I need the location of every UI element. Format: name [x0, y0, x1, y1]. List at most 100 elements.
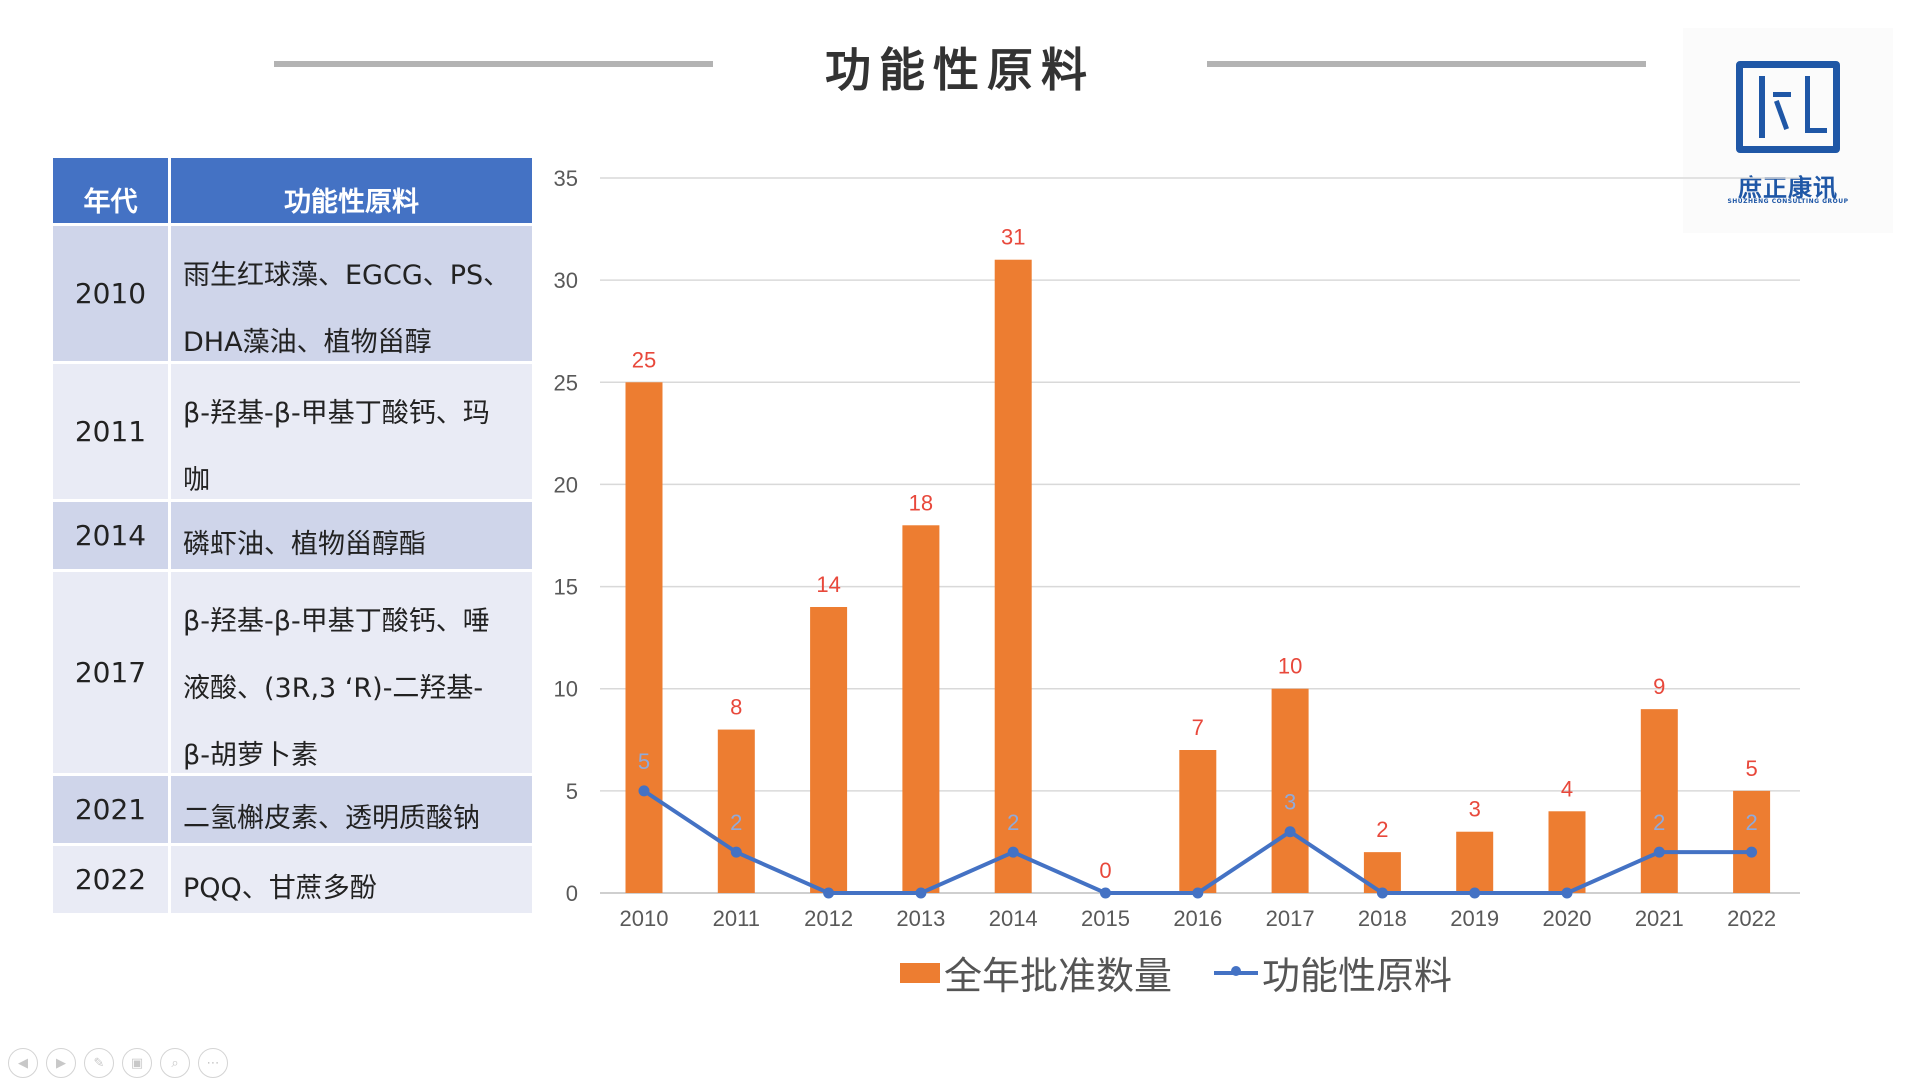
line-point [1376, 887, 1388, 899]
material-line: β-羟基-β-甲基丁酸钙、唾 [183, 606, 490, 637]
x-tick-label: 2014 [989, 906, 1038, 931]
line-point [1561, 887, 1573, 899]
row-year: 2017 [53, 572, 171, 773]
company-logo: 庶正康讯 SHUZHENG CONSULTING GROUP [1683, 28, 1893, 233]
more-icon[interactable]: ⋯ [198, 1048, 228, 1078]
table-row: 2010 雨生红球藻、EGCG、PS、 DHA藻油、植物甾醇 [53, 226, 532, 364]
material-line: 磷虾油、植物甾醇酯 [183, 529, 426, 560]
line-data-label: 2 [730, 810, 742, 835]
y-tick-label: 0 [566, 881, 578, 906]
y-tick-label: 35 [554, 166, 578, 191]
pen-icon[interactable]: ✎ [84, 1048, 114, 1078]
material-line: 液酸、(3R,3 ‘R)-二羟基- [183, 673, 484, 704]
line-data-label: 5 [638, 749, 650, 774]
row-materials: PQQ、甘蔗多酚 [171, 846, 532, 913]
material-line: 咖 [183, 465, 210, 496]
bar-data-label: 31 [1001, 225, 1025, 250]
bar [1640, 709, 1678, 893]
bar [1179, 750, 1217, 893]
x-tick-label: 2020 [1543, 906, 1592, 931]
line-point [1192, 887, 1204, 899]
table-row: 2017 β-羟基-β-甲基丁酸钙、唾 液酸、(3R,3 ‘R)-二羟基-β-胡萝卜… [53, 572, 532, 776]
slides-icon[interactable]: ▣ [122, 1048, 152, 1078]
line-data-label: 2 [1007, 810, 1019, 835]
bar [902, 525, 940, 893]
title-rule-right [1207, 61, 1646, 67]
table-row: 2022 PQQ、甘蔗多酚 [53, 846, 532, 916]
bar-data-label: 2 [1376, 817, 1388, 842]
material-line: DHA藻油、植物甾醇 [183, 327, 432, 358]
material-line: PQQ、甘蔗多酚 [183, 873, 377, 904]
bar [625, 382, 663, 893]
material-line: 雨生红球藻、EGCG、PS、 [183, 260, 511, 291]
table-row: 2021 二氢槲皮素、透明质酸钠 [53, 776, 532, 846]
logo-mark-icon [1736, 61, 1840, 153]
chart-legend: 全年批准数量 功能性原料 [900, 945, 1452, 1000]
zoom-icon[interactable]: ⌕ [160, 1048, 190, 1078]
x-tick-label: 2012 [804, 906, 853, 931]
table-row: 2011 β-羟基-β-甲基丁酸钙、玛咖 [53, 364, 532, 502]
bar [717, 729, 755, 893]
x-tick-label: 2019 [1450, 906, 1499, 931]
bar [810, 607, 848, 893]
line-data-label: 2 [1653, 810, 1665, 835]
bar-data-label: 9 [1653, 674, 1665, 699]
next-icon[interactable]: ▶ [46, 1048, 76, 1078]
materials-table: 年代 功能性原料 2010 雨生红球藻、EGCG、PS、 DHA藻油、植物甾醇 201… [53, 158, 532, 916]
line-point [730, 846, 742, 858]
y-tick-label: 20 [554, 472, 578, 497]
bar-data-label: 14 [816, 572, 840, 597]
row-year: 2011 [53, 364, 171, 499]
bar-data-label: 4 [1561, 776, 1573, 801]
bar-data-label: 10 [1278, 654, 1302, 679]
x-tick-label: 2015 [1081, 906, 1130, 931]
line-data-label: 3 [1284, 790, 1296, 815]
bar-data-label: 8 [730, 695, 742, 720]
line-point [915, 887, 927, 899]
row-materials: β-羟基-β-甲基丁酸钙、玛咖 [171, 364, 532, 499]
material-line: β-胡萝卜素 [183, 740, 318, 771]
table-header: 年代 功能性原料 [53, 158, 532, 226]
bar [1456, 831, 1494, 893]
bar-data-label: 0 [1099, 858, 1111, 883]
row-year: 2022 [53, 846, 171, 913]
logo-subtitle: SHUZHENG CONSULTING GROUP [1727, 198, 1849, 205]
x-tick-label: 2018 [1358, 906, 1407, 931]
prev-icon[interactable]: ◀ [8, 1048, 38, 1078]
legend-swatch-bar [900, 962, 940, 983]
bar [994, 259, 1032, 893]
line-data-label: 2 [1745, 810, 1757, 835]
line-point [1746, 846, 1758, 858]
x-tick-label: 2021 [1635, 906, 1684, 931]
row-year: 2021 [53, 776, 171, 843]
bar-data-label: 25 [632, 347, 656, 372]
bar [1363, 852, 1401, 893]
x-tick-label: 2022 [1727, 906, 1776, 931]
title-rule-left [274, 61, 713, 67]
table-row: 2014 磷虾油、植物甾醇酯 [53, 502, 532, 572]
material-line: β-羟基-β-甲基丁酸钙、玛 [183, 398, 490, 429]
line-point [1007, 846, 1019, 858]
bar [1548, 811, 1586, 893]
header-material: 功能性原料 [284, 187, 419, 218]
bar-data-label: 18 [909, 490, 933, 515]
y-tick-label: 25 [554, 370, 578, 395]
row-year: 2014 [53, 502, 171, 569]
y-tick-label: 10 [554, 677, 578, 702]
header-year: 年代 [53, 158, 171, 223]
y-tick-label: 15 [554, 575, 578, 600]
bar [1733, 790, 1771, 893]
bar-data-label: 3 [1469, 797, 1481, 822]
row-year: 2010 [53, 226, 171, 361]
legend-label-line: 功能性原料 [1262, 954, 1453, 998]
material-line: 二氢槲皮素、透明质酸钠 [183, 803, 480, 834]
row-materials: 雨生红球藻、EGCG、PS、 DHA藻油、植物甾醇 [171, 226, 532, 361]
legend-swatch-line [1214, 965, 1259, 976]
line-point [823, 887, 835, 899]
x-tick-label: 2010 [620, 906, 669, 931]
row-materials: 磷虾油、植物甾醇酯 [171, 502, 532, 569]
bar-data-label: 7 [1192, 715, 1204, 740]
line-point [638, 785, 650, 797]
bar [1271, 688, 1309, 893]
